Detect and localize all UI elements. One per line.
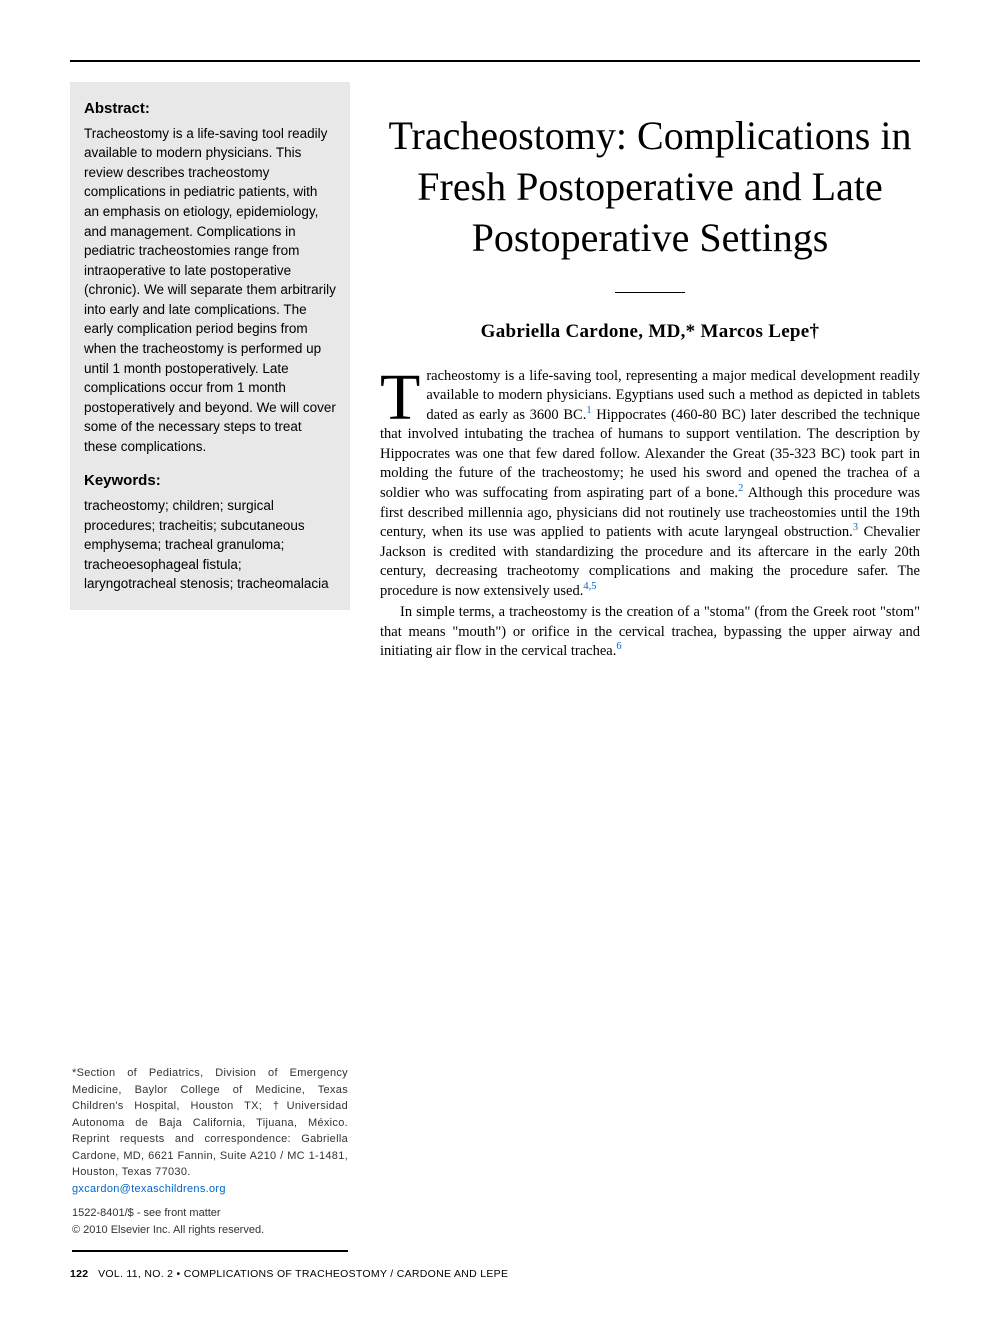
sidebar: Abstract: Tracheostomy is a life-saving … (70, 82, 350, 1252)
authors: Gabriella Cardone, MD,* Marcos Lepe† (380, 321, 920, 343)
ref-6[interactable]: 6 (616, 642, 621, 653)
abstract-heading: Abstract: (84, 98, 336, 120)
p2-text: In simple terms, a tracheostomy is the c… (380, 604, 920, 659)
footer: 122 VOL. 11, NO. 2 • COMPLICATIONS OF TR… (70, 1268, 920, 1280)
ref-45[interactable]: 4,5 (583, 581, 596, 592)
paragraph-2: In simple terms, a tracheostomy is the c… (380, 603, 920, 662)
abstract-box: Abstract: Tracheostomy is a life-saving … (70, 82, 350, 610)
affiliations: *Section of Pediatrics, Division of Emer… (70, 1065, 350, 1252)
copyright: © 2010 Elsevier Inc. All rights reserved… (72, 1224, 264, 1236)
copyright-block: 1522-8401/$ - see front matter © 2010 El… (72, 1205, 348, 1238)
title-rule (615, 292, 685, 293)
sidebar-bottom-rule (72, 1250, 348, 1252)
p1-bc1: BC (563, 407, 582, 423)
email-link[interactable]: gxcardon@texaschildrens.org (72, 1183, 226, 1195)
p1-bc2: BC (722, 407, 741, 423)
keywords-heading: Keywords: (84, 470, 336, 492)
article-title: Tracheostomy: Complications in Fresh Pos… (380, 110, 920, 264)
page-number: 122 (70, 1268, 88, 1280)
affiliation-text: *Section of Pediatrics, Division of Emer… (72, 1067, 348, 1129)
abstract-text: Tracheostomy is a life-saving tool readi… (84, 124, 336, 457)
p1-bc3: BC (821, 446, 840, 462)
issn: 1522-8401/$ - see front matter (72, 1207, 221, 1219)
dropcap: T (380, 367, 426, 425)
keywords-text: tracheostomy; children; surgical procedu… (84, 496, 336, 594)
p1-seg2: Hippocrates (460-80 (592, 407, 722, 423)
footer-vol: VOL. 11, NO. 2 • COMPLICATIONS OF TRACHE… (98, 1268, 508, 1280)
main-content: Tracheostomy: Complications in Fresh Pos… (380, 82, 920, 1252)
body-text: Tracheostomy is a life-saving tool, repr… (380, 367, 920, 662)
reprint-text: Reprint requests and correspondence: Gab… (72, 1133, 348, 1178)
top-rule (70, 60, 920, 62)
paragraph-1: Tracheostomy is a life-saving tool, repr… (380, 367, 920, 602)
